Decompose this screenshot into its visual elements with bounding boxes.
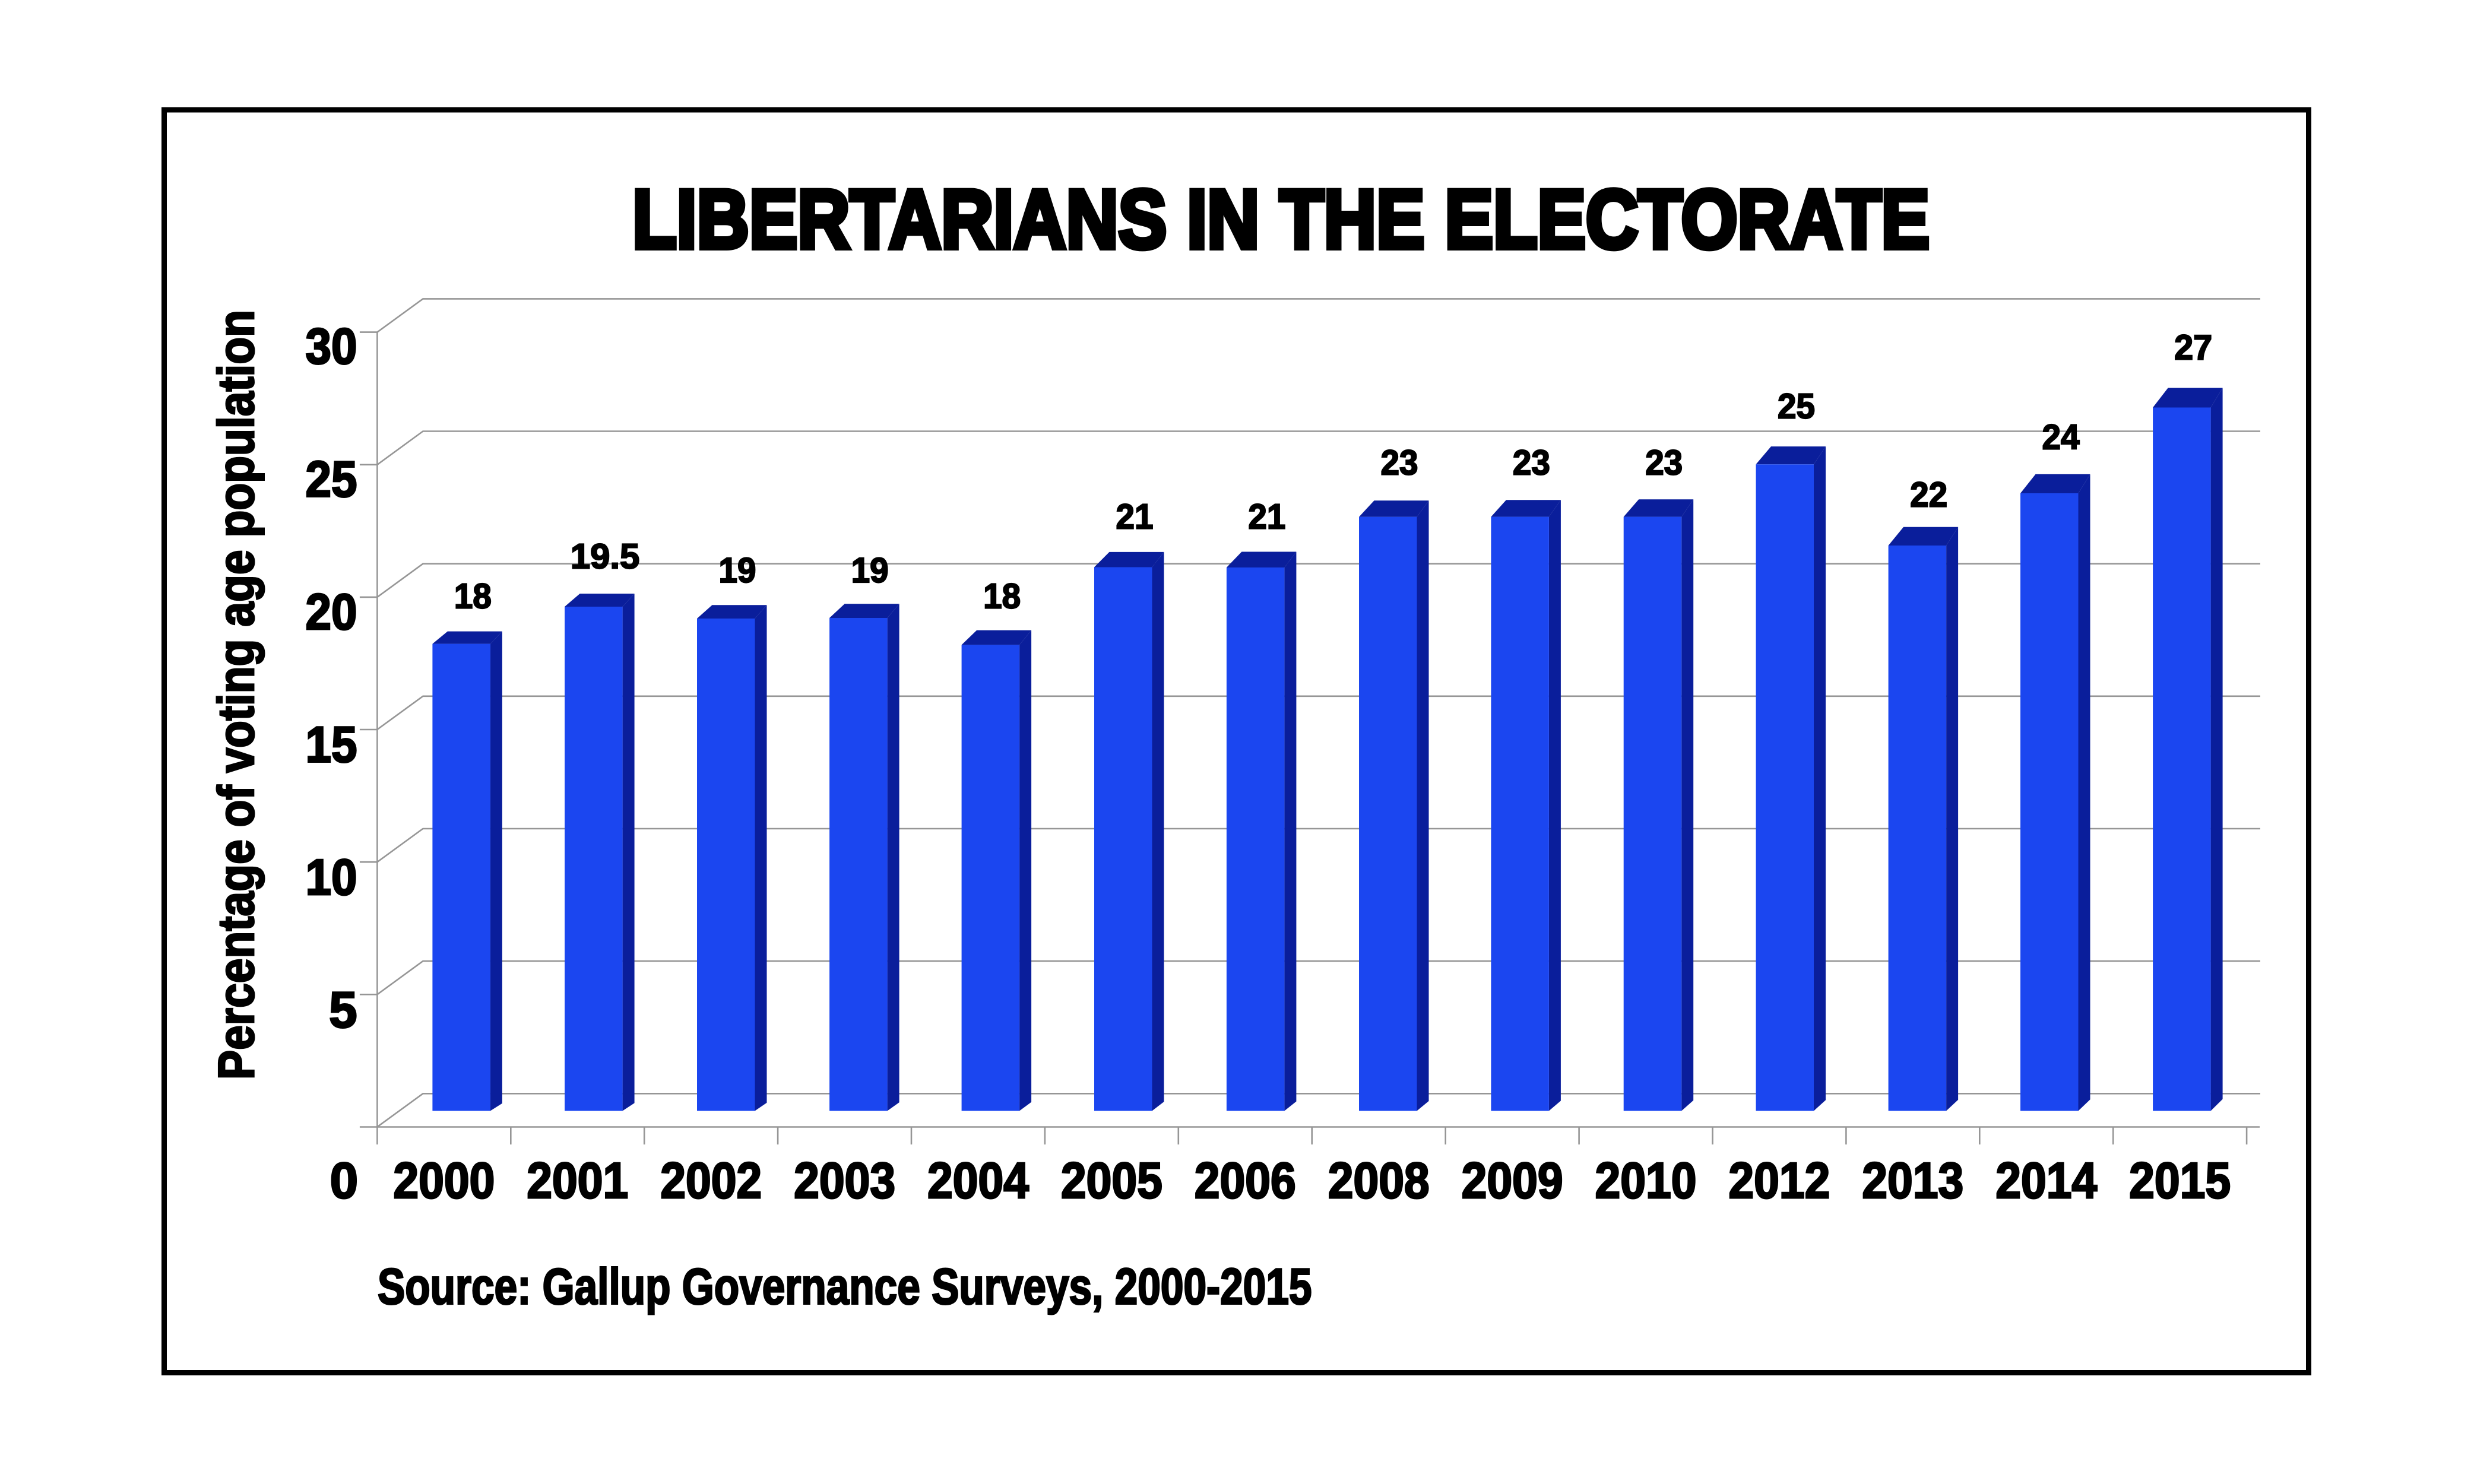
svg-text:2000: 2000 <box>393 1153 495 1209</box>
svg-text:19.5: 19.5 <box>571 537 639 576</box>
svg-text:Source: Gallup Governance Surv: Source: Gallup Governance Surveys, 2000-… <box>378 1258 1312 1315</box>
svg-text:25: 25 <box>1778 387 1815 426</box>
svg-text:2012: 2012 <box>1728 1153 1830 1209</box>
svg-text:18: 18 <box>454 577 492 616</box>
svg-text:2005: 2005 <box>1061 1153 1162 1209</box>
svg-text:23: 23 <box>1381 443 1418 482</box>
svg-text:LIBERTARIANS IN THE ELECTORATE: LIBERTARIANS IN THE ELECTORATE <box>632 173 1930 266</box>
svg-text:21: 21 <box>1248 497 1285 537</box>
svg-text:2001: 2001 <box>527 1153 628 1209</box>
svg-text:19: 19 <box>851 551 889 590</box>
svg-text:22: 22 <box>1910 475 1947 515</box>
svg-text:25: 25 <box>306 452 357 508</box>
svg-text:2015: 2015 <box>2129 1153 2231 1209</box>
svg-text:0: 0 <box>330 1153 358 1209</box>
svg-text:10: 10 <box>306 849 357 906</box>
svg-text:2008: 2008 <box>1328 1153 1430 1209</box>
svg-text:27: 27 <box>2174 328 2212 367</box>
svg-text:23: 23 <box>1513 443 1550 482</box>
svg-text:2013: 2013 <box>1862 1153 1963 1209</box>
svg-text:5: 5 <box>329 982 357 1039</box>
svg-text:2010: 2010 <box>1595 1153 1697 1209</box>
svg-text:2006: 2006 <box>1195 1153 1296 1209</box>
svg-text:2009: 2009 <box>1462 1153 1563 1209</box>
svg-text:21: 21 <box>1116 497 1154 537</box>
svg-text:18: 18 <box>983 577 1021 616</box>
svg-text:2004: 2004 <box>927 1153 1029 1209</box>
svg-text:30: 30 <box>306 319 357 375</box>
svg-text:20: 20 <box>306 584 357 640</box>
svg-text:19: 19 <box>719 551 756 590</box>
svg-text:15: 15 <box>306 717 357 773</box>
svg-text:2002: 2002 <box>660 1153 762 1209</box>
svg-text:Percentage of voting age popul: Percentage of voting age population <box>208 310 265 1080</box>
svg-text:24: 24 <box>2042 417 2080 456</box>
svg-text:2003: 2003 <box>794 1153 895 1209</box>
svg-text:23: 23 <box>1645 443 1683 482</box>
svg-text:2014: 2014 <box>1995 1153 2097 1209</box>
